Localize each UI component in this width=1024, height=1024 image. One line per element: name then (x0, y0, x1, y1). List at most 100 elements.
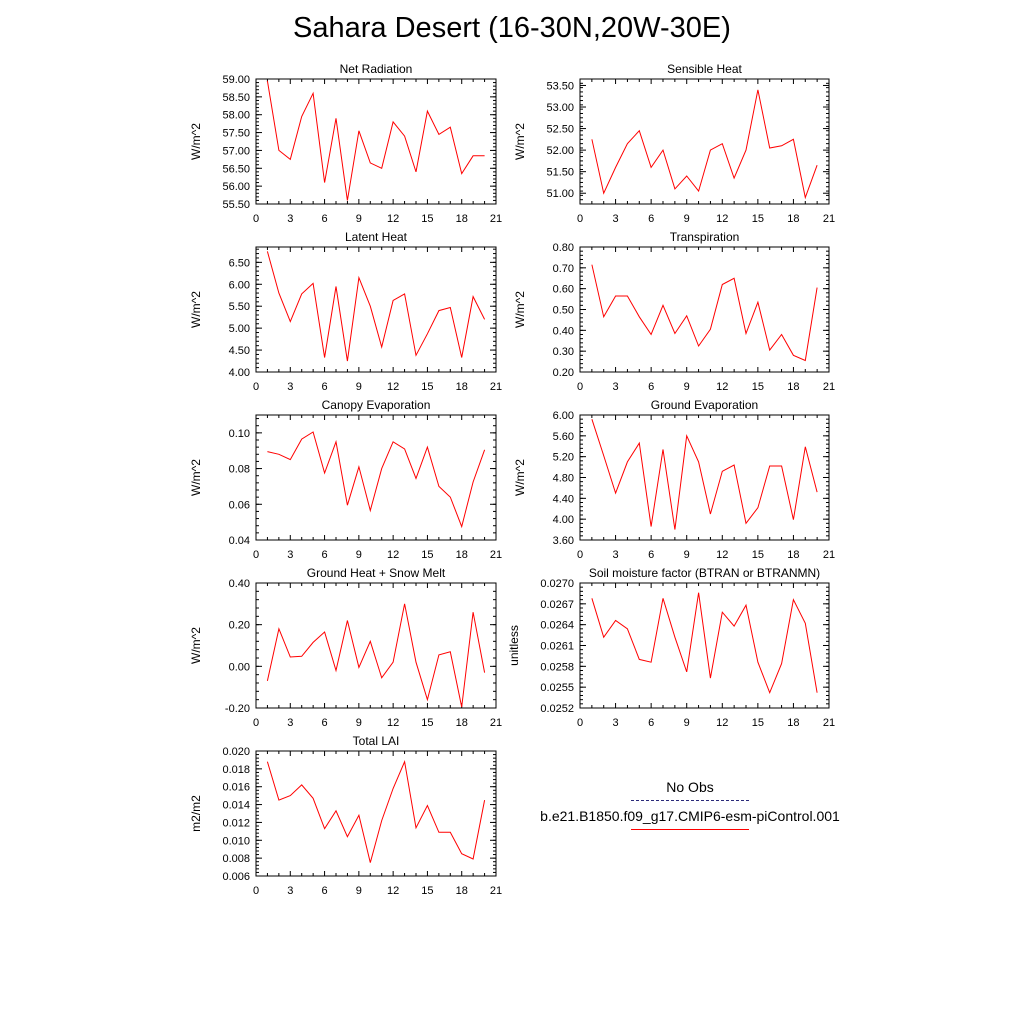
y-tick-label: 58.50 (222, 92, 250, 104)
x-tick-label: 21 (823, 381, 835, 393)
x-tick-label: 21 (823, 549, 835, 561)
y-tick-label: 5.20 (553, 452, 574, 464)
x-tick-label: 3 (613, 213, 619, 225)
legend-model-label: b.e21.B1850.f09_g17.CMIP6-esm-piControl.… (540, 808, 840, 824)
y-tick-label: 0.80 (553, 242, 574, 254)
x-tick-label: 9 (356, 213, 362, 225)
x-tick-label: 18 (787, 549, 799, 561)
x-tick-label: 18 (787, 213, 799, 225)
y-tick-label: 5.60 (553, 431, 574, 443)
x-tick-label: 15 (421, 213, 433, 225)
y-tick-label: 0.10 (229, 428, 250, 440)
y-tick-label: 0.40 (229, 578, 250, 590)
plot-frame (255, 246, 497, 373)
y-tick-label: 51.50 (546, 167, 574, 179)
y-tick-label: 51.00 (546, 188, 574, 200)
x-tick-label: 9 (684, 717, 690, 729)
y-tick-label: 0.04 (229, 535, 250, 547)
y-tick-label: 0.016 (222, 782, 250, 794)
x-tick-label: 9 (356, 549, 362, 561)
y-axis-label: W/m^2 (189, 459, 203, 496)
x-tick-label: 15 (752, 381, 764, 393)
x-tick-label: 6 (322, 213, 328, 225)
x-tick-label: 15 (421, 717, 433, 729)
series-line (591, 89, 818, 200)
panel-7: 0 3 6 9 12 15 18 21 -0.20 0.00 0.20 0.40 Ground Heat… (189, 566, 502, 729)
y-tick-label: 0.0255 (540, 682, 574, 694)
x-tick-label: 3 (287, 549, 293, 561)
x-tick-label: 9 (684, 213, 690, 225)
y-tick-label: 59.00 (222, 74, 250, 86)
x-tick-label: 0 (253, 549, 259, 561)
panel-title: Total LAI (353, 734, 400, 748)
x-tick-label: 0 (577, 717, 583, 729)
x-tick-label: 3 (613, 717, 619, 729)
x-tick-label: 15 (421, 549, 433, 561)
y-tick-label: 4.00 (229, 367, 250, 379)
panel-9: 0 3 6 9 12 15 18 21 0.006 0.008 0.010 0.012 0.014 0.0… (189, 734, 502, 897)
y-tick-label: 0.010 (222, 835, 250, 847)
x-tick-label: 9 (356, 381, 362, 393)
panel-title: Canopy Evaporation (322, 398, 431, 412)
panel-title: Latent Heat (345, 230, 408, 244)
y-tick-label: 0.20 (553, 367, 574, 379)
panel-title: Net Radiation (340, 62, 413, 76)
y-axis-label: unitless (507, 625, 521, 666)
x-tick-label: 0 (253, 381, 259, 393)
y-tick-label: 6.50 (229, 257, 250, 269)
y-tick-label: 0.0270 (540, 578, 574, 590)
panel-8: 0 3 6 9 12 15 18 21 0.0252 0.0255 0.0258 0.0261 0.02… (507, 566, 835, 729)
series-line (266, 603, 486, 708)
x-tick-label: 12 (716, 381, 728, 393)
x-tick-label: 0 (577, 213, 583, 225)
y-tick-label: 0.06 (229, 499, 250, 511)
y-tick-label: 6.00 (553, 410, 574, 422)
y-tick-label: 0.60 (553, 284, 574, 296)
x-tick-label: 15 (421, 381, 433, 393)
x-tick-label: 3 (287, 717, 293, 729)
x-tick-label: 18 (787, 381, 799, 393)
y-tick-label: 0.0264 (540, 620, 574, 632)
y-tick-label: 5.50 (229, 301, 250, 313)
x-tick-label: 12 (716, 717, 728, 729)
y-axis-label: W/m^2 (189, 291, 203, 328)
x-tick-label: 18 (456, 717, 468, 729)
y-tick-label: 0.020 (222, 746, 250, 758)
y-tick-label: 0.0252 (540, 703, 574, 715)
panel-5: 0 3 6 9 12 15 18 21 0.04 0.06 0.08 0.10 Canopy Evapo… (189, 398, 502, 561)
y-tick-label: 4.40 (553, 493, 574, 505)
series-line (266, 80, 485, 201)
panel-title: Soil moisture factor (BTRAN or BTRANMN) (589, 566, 820, 580)
y-tick-label: 0.014 (222, 800, 250, 812)
x-tick-label: 6 (322, 549, 328, 561)
x-tick-label: 18 (456, 381, 468, 393)
x-tick-label: 6 (322, 717, 328, 729)
x-tick-label: 3 (613, 381, 619, 393)
x-tick-label: 21 (490, 717, 502, 729)
x-tick-label: 3 (613, 549, 619, 561)
y-tick-label: 0.00 (229, 661, 250, 673)
y-tick-label: 0.08 (229, 464, 250, 476)
x-tick-label: 6 (648, 381, 654, 393)
x-tick-label: 18 (456, 549, 468, 561)
x-tick-label: 0 (253, 885, 259, 897)
x-tick-label: 21 (490, 213, 502, 225)
y-tick-label: 0.30 (553, 346, 574, 358)
panel-title: Sensible Heat (667, 62, 742, 76)
x-tick-label: 6 (648, 213, 654, 225)
x-tick-label: 3 (287, 885, 293, 897)
x-tick-label: 12 (716, 549, 728, 561)
x-tick-label: 21 (490, 885, 502, 897)
legend: No Obs b.e21.B1850.f09_g17.CMIP6-esm-piC… (530, 778, 850, 836)
y-tick-label: 53.50 (546, 80, 574, 92)
legend-obs-label: No Obs (666, 779, 714, 795)
y-tick-label: 3.60 (553, 535, 574, 547)
plot-frame (579, 582, 830, 709)
x-tick-label: 0 (577, 381, 583, 393)
plot-frame (579, 78, 830, 205)
y-tick-label: 0.20 (229, 620, 250, 632)
y-tick-label: 56.00 (222, 181, 250, 193)
y-tick-label: 57.00 (222, 145, 250, 157)
x-tick-label: 3 (287, 381, 293, 393)
